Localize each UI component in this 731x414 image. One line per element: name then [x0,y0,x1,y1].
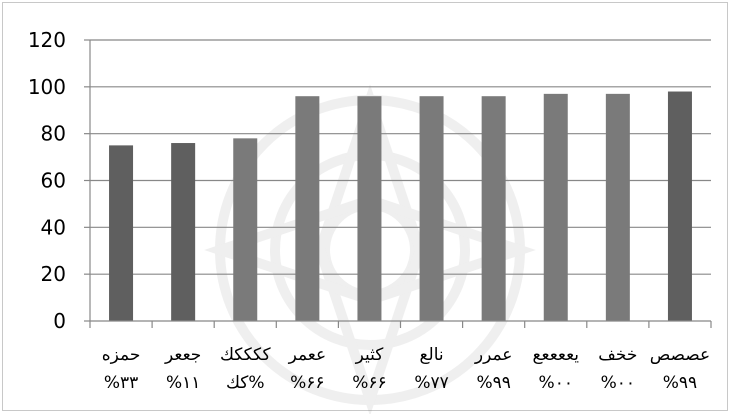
x-tick-label: عصصص [650,345,710,365]
x-tick-label: عمرر [474,345,513,365]
y-tick-labels: 0 20 40 60 80 100 120 [28,28,90,333]
x-tick-label: جععر [164,345,201,365]
bar [357,96,382,321]
y-tick-label: 120 [28,28,66,52]
x-tick-label-line2: %٩٩ [476,373,510,393]
x-tick-labels: حمزه %٣٣ جععر %١١ ككككك كك% ععمر %۶۶ كثير %۶۶ نالع… [102,345,710,393]
x-tick-label-line2: %۶۶ [290,373,324,393]
x-tick-label-line2: %۶۶ [352,373,386,393]
x-tick-label: نالع [419,345,443,365]
bar [543,93,568,321]
y-tick-label: 80 [41,122,66,146]
x-tick-label-line2: %١١ [166,373,200,393]
y-tick-label: 40 [41,215,66,239]
bar [233,138,258,321]
x-tick-label: حمزه [102,345,141,365]
y-tick-label: 20 [41,262,66,286]
bar [667,91,692,322]
bar [481,96,506,321]
bar [605,93,630,321]
bars [109,91,692,322]
bar [109,145,134,321]
x-tick-label-line2: %٣٣ [104,373,138,393]
x-tick-label: يععععع [532,345,579,365]
y-tick-label: 0 [53,309,66,333]
x-tick-label-line2: %٠٠ [539,373,573,393]
x-tick-label-line2: %٩٩ [663,373,697,393]
x-tick-label-line2: كك% [226,373,265,393]
x-tick-label: خخف [598,345,637,365]
bar [171,143,196,321]
x-tick-label: ععمر [288,345,327,365]
y-tick-label: 100 [28,75,66,99]
bar [295,96,320,321]
x-tick-label-line2: %٧٧ [414,373,448,393]
x-tick-label: كثير [355,345,385,365]
y-tick-label: 60 [41,169,66,193]
bar [419,96,444,321]
x-tick-label-line2: %٠٠ [601,373,635,393]
x-tick-label: ككككك [220,345,271,365]
